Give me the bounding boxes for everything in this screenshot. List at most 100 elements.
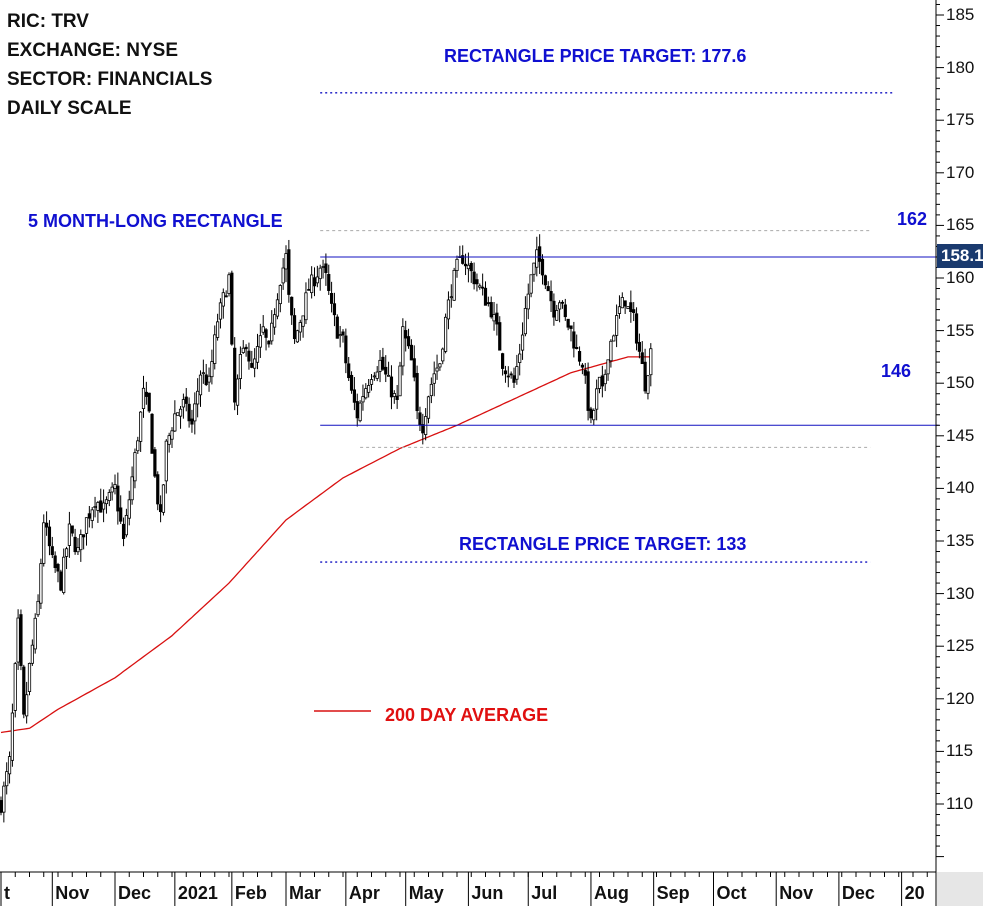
- x-tick-label: May: [408, 883, 444, 903]
- candle-body: [406, 336, 411, 347]
- candle-body: [301, 315, 305, 327]
- candle-body: [617, 306, 622, 314]
- candle-body: [16, 617, 20, 663]
- candle-body: [623, 300, 627, 307]
- candle-body: [518, 353, 522, 363]
- x-tick-label: 20: [904, 883, 925, 903]
- candle-body: [500, 353, 505, 369]
- x-tick-label: Dec: [841, 883, 875, 903]
- candle-body: [164, 440, 168, 482]
- candle-body: [227, 274, 231, 294]
- ma-200-layer: [0, 356, 651, 734]
- candle-body: [258, 335, 262, 348]
- candle-body: [87, 513, 91, 519]
- candle-body: [546, 286, 550, 292]
- candle-body: [224, 295, 228, 298]
- candle-body: [572, 331, 576, 349]
- candle-body: [139, 411, 143, 442]
- y-tick-label: 135: [946, 531, 975, 550]
- candle-body: [626, 306, 630, 309]
- candle-body: [22, 666, 26, 715]
- candle-body: [615, 315, 619, 336]
- candle-body: [535, 249, 539, 268]
- lower-target-label: RECTANGLE PRICE TARGET: 133: [459, 534, 747, 554]
- ma-200-line: [0, 356, 651, 734]
- candle-body: [176, 412, 180, 416]
- candle-body: [577, 351, 582, 362]
- candle-body: [478, 285, 482, 288]
- candle-body: [586, 371, 590, 411]
- candle-body: [609, 340, 613, 362]
- axes-layer: [0, 0, 944, 906]
- candle-body: [375, 371, 379, 379]
- candle-body: [39, 563, 43, 604]
- candle-body: [278, 285, 282, 305]
- candle-body: [253, 358, 257, 369]
- candle-body: [275, 299, 280, 317]
- y-tick-label: 110: [946, 794, 974, 813]
- candle-body: [290, 296, 294, 316]
- candle-body: [392, 393, 396, 397]
- candle-body: [452, 269, 456, 301]
- candles-layer: [0, 234, 653, 823]
- x-tick-label: Dec: [118, 883, 152, 903]
- candle-body: [315, 276, 319, 284]
- upper-target-label: RECTANGLE PRICE TARGET: 177.6: [444, 46, 747, 66]
- candle-body: [634, 313, 639, 344]
- candle-body: [64, 548, 69, 557]
- candle-body: [369, 379, 374, 385]
- candle-body: [204, 374, 208, 386]
- candle-body: [649, 348, 653, 376]
- candle-body: [113, 484, 117, 489]
- candle-body: [198, 374, 203, 396]
- candle-body: [207, 375, 211, 383]
- candle-body: [409, 344, 414, 361]
- candle-body: [53, 555, 57, 568]
- candle-body: [421, 424, 425, 434]
- candle-body: [560, 301, 565, 304]
- upper-boundary-label: 162: [897, 209, 928, 229]
- candle-body: [324, 263, 328, 274]
- candle-body: [33, 617, 37, 650]
- candle-body: [335, 316, 339, 339]
- lower-boundary-label: 146: [881, 361, 912, 381]
- candle-body: [30, 644, 34, 664]
- candle-body: [446, 299, 451, 320]
- candle-body: [27, 662, 32, 692]
- candle-body: [506, 375, 510, 378]
- candle-body: [463, 263, 468, 267]
- candle-body: [540, 258, 545, 276]
- candle-body: [543, 275, 547, 286]
- candle-body: [130, 476, 134, 501]
- candle-body: [367, 385, 371, 393]
- candle-body: [492, 314, 496, 322]
- x-tick-label: Jun: [471, 883, 504, 903]
- y-tick-label: 140: [946, 478, 975, 498]
- candle-body: [401, 326, 405, 367]
- candle-body: [595, 388, 599, 410]
- y-tick-label: 130: [946, 583, 975, 603]
- candle-body: [449, 296, 453, 299]
- x-tick-label: Oct: [716, 883, 747, 903]
- candle-body: [10, 712, 14, 761]
- candle-body: [270, 322, 274, 342]
- candle-body: [378, 359, 382, 372]
- levels-layer: [314, 92, 939, 712]
- candle-body: [121, 523, 126, 539]
- candle-body: [321, 266, 325, 268]
- candle-body: [384, 366, 388, 375]
- candle-body: [455, 258, 459, 271]
- candle-body: [549, 291, 553, 302]
- candle-body: [124, 514, 128, 536]
- candle-body: [304, 292, 308, 321]
- candle-body: [592, 410, 596, 421]
- candle-body: [597, 376, 602, 389]
- candle-body: [620, 297, 624, 309]
- candle-body: [161, 484, 166, 513]
- candle-body: [606, 359, 610, 375]
- ric-label: RIC: TRV: [7, 11, 89, 32]
- candle-body: [292, 315, 297, 340]
- candle-body: [215, 321, 220, 338]
- candle-body: [432, 373, 436, 384]
